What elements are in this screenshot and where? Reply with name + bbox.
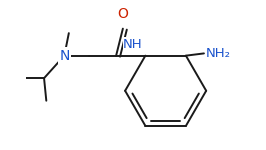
Text: NH: NH bbox=[123, 38, 143, 51]
Text: NH₂: NH₂ bbox=[206, 47, 231, 60]
Text: N: N bbox=[59, 49, 69, 63]
Text: O: O bbox=[117, 8, 128, 21]
